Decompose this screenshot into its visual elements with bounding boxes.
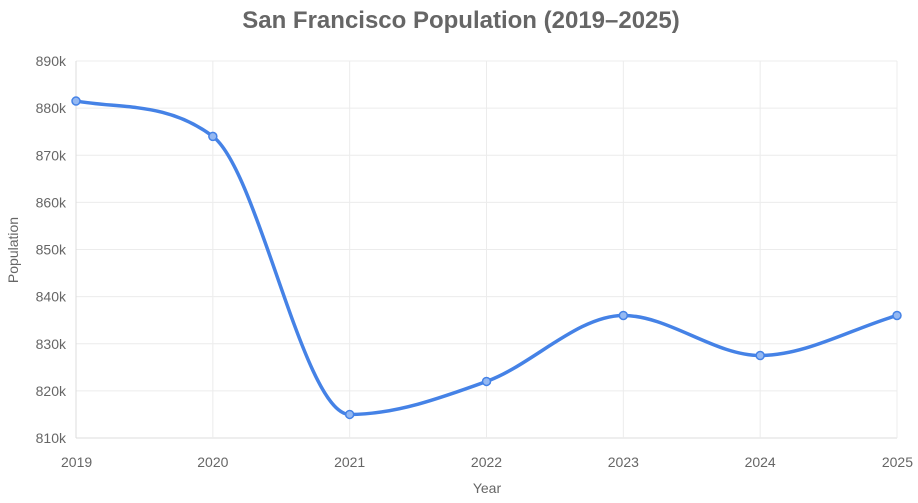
x-tick-label: 2019 (61, 454, 92, 470)
grid (75, 60, 898, 439)
x-tick-label: 2021 (334, 454, 365, 470)
data-point-2019 (71, 96, 81, 106)
y-tick-label: 840k (36, 289, 67, 305)
y-tick-label: 810k (36, 430, 67, 446)
chart-title: San Francisco Population (2019–2025) (242, 7, 680, 34)
y-tick-label: 850k (36, 242, 67, 258)
x-axis-label: Year (473, 480, 502, 496)
y-tick-label: 830k (36, 336, 67, 352)
x-axis: 2019 2020 2021 2022 2023 2024 2025 (61, 454, 913, 470)
data-point-2022 (481, 376, 492, 387)
y-tick-label: 820k (36, 383, 67, 399)
y-tick-label: 860k (36, 194, 67, 210)
y-tick-label: 870k (36, 147, 67, 163)
x-tick-label: 2023 (608, 454, 639, 470)
y-tick-label: 880k (36, 100, 67, 116)
x-tick-label: 2024 (745, 454, 776, 470)
data-point-2025 (892, 310, 902, 321)
data-points (71, 96, 902, 420)
x-tick-label: 2022 (471, 454, 502, 470)
y-tick-label: 890k (36, 53, 67, 69)
data-point-2024 (755, 350, 765, 361)
data-point-2021 (344, 409, 355, 420)
data-point-2020 (208, 131, 218, 142)
data-point-2023 (618, 310, 629, 321)
x-tick-label: 2020 (197, 454, 228, 470)
y-axis-label: Population (5, 217, 21, 283)
x-tick-label: 2025 (882, 454, 913, 470)
y-axis: 810k 820k 830k 840k 850k 860k 870k 880k 890k (36, 53, 67, 446)
